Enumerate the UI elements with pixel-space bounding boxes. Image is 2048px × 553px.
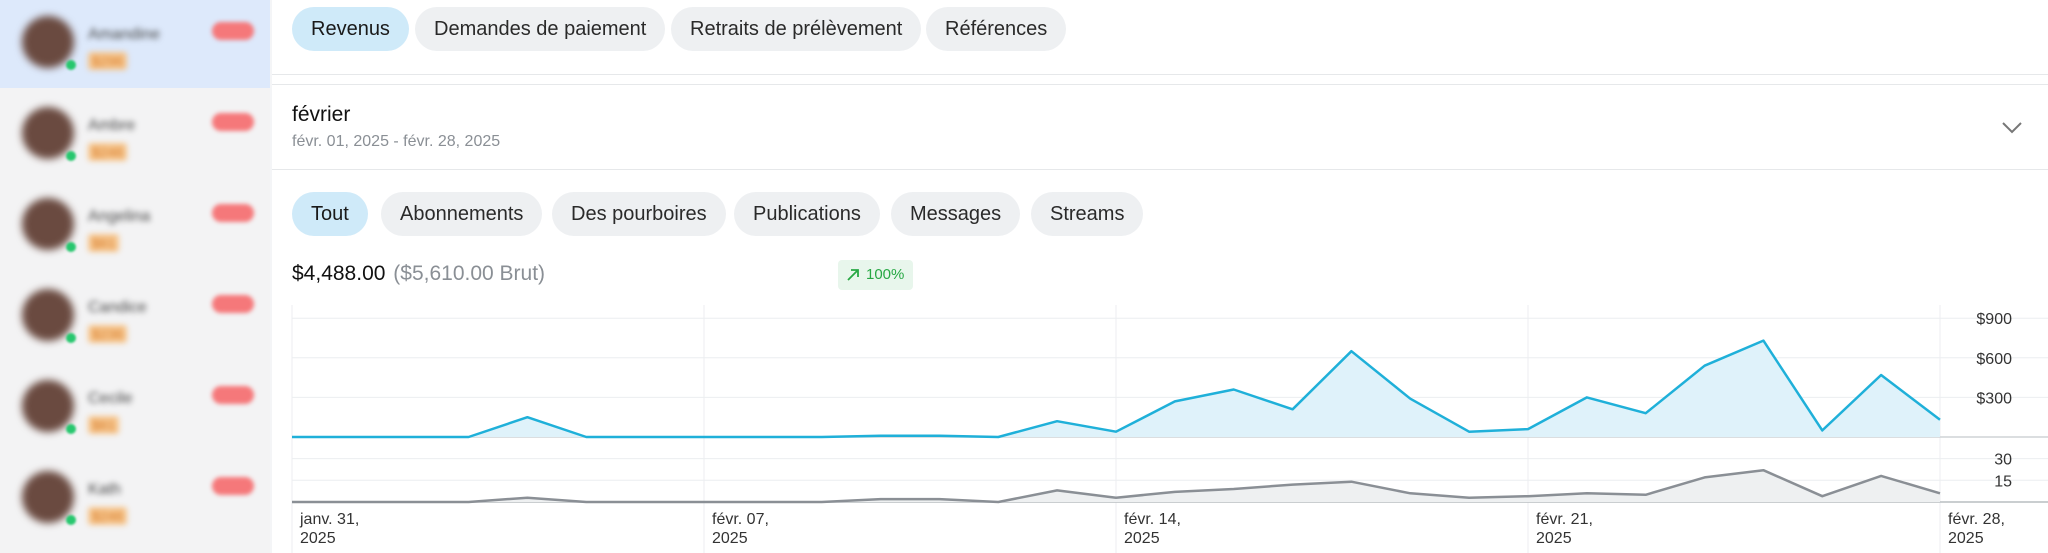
top-tabs: Revenus Demandes de paiement Retraits de…	[272, 0, 2048, 75]
online-indicator-icon	[66, 60, 76, 70]
series-line	[292, 339, 1941, 439]
chat-name: Ambre	[88, 117, 136, 134]
online-indicator-icon	[66, 242, 76, 252]
revenue-chart: $300 $600 $900 15 30 janv. 31, 2025 févr. 07, 20…	[291, 305, 2048, 553]
x-tick-label: févr. 28,	[1948, 511, 2005, 528]
unread-badge	[212, 386, 254, 404]
trend-badge: 100%	[838, 260, 914, 290]
x-tick-label: févr. 14,	[1124, 511, 1181, 528]
series-area	[292, 340, 1940, 437]
x-tick-label: févr. 21,	[1536, 511, 1593, 528]
unread-badge	[212, 204, 254, 222]
online-indicator-icon	[66, 151, 76, 161]
x-tick-label-year: 2025	[1948, 530, 1984, 547]
tab-revenus[interactable]: Revenus	[292, 7, 409, 51]
filter-publications[interactable]: Publications	[734, 192, 880, 236]
y-tick-label: 30	[1994, 452, 2012, 469]
tab-retraits-de-prelevement[interactable]: Retraits de prélèvement	[671, 7, 922, 51]
revenue-total: $4,488.00 ($5,610.00 Brut)	[292, 262, 545, 286]
chat-name: Amandine	[88, 26, 161, 43]
trend-percent: 100%	[866, 266, 905, 283]
filter-tout[interactable]: Tout	[292, 192, 368, 236]
series-line	[292, 468, 1941, 504]
chat-list-item[interactable]: Ambre $246	[0, 87, 270, 179]
unread-badge	[212, 113, 254, 131]
chat-name: Kath	[88, 481, 121, 498]
y-tick-label: $600	[1976, 351, 2012, 368]
tab-references[interactable]: Références	[926, 7, 1067, 51]
x-tick-label-year: 2025	[300, 530, 336, 547]
period-title: février	[292, 103, 351, 126]
gross-amount: ($5,610.00 Brut)	[393, 262, 546, 285]
y-tick-label: $900	[1976, 311, 2012, 328]
x-tick-label: févr. 07,	[712, 511, 769, 528]
y-tick-label: $300	[1976, 390, 2012, 407]
avatar	[22, 471, 74, 523]
y-tick-label: 15	[1994, 473, 2012, 490]
filter-des-pourboires[interactable]: Des pourboires	[552, 192, 726, 236]
avatar	[22, 16, 74, 68]
x-tick-label-year: 2025	[1124, 530, 1160, 547]
x-tick-label-year: 2025	[712, 530, 748, 547]
chat-name: Candice	[88, 299, 147, 316]
chat-list-item[interactable]: Angelina $61	[0, 178, 270, 270]
chat-name: Angelina	[88, 208, 151, 225]
avatar	[22, 198, 74, 250]
filter-abonnements[interactable]: Abonnements	[381, 192, 543, 236]
x-tick-label: janv. 31,	[299, 511, 359, 528]
x-tick-label-year: 2025	[1536, 530, 1572, 547]
unread-badge	[212, 477, 254, 495]
chat-price: $236	[88, 325, 128, 343]
online-indicator-icon	[66, 424, 76, 434]
period-selector[interactable]: février févr. 01, 2025 - févr. 28, 2025	[272, 84, 2048, 170]
period-range: févr. 01, 2025 - févr. 28, 2025	[292, 133, 501, 150]
chat-price: $61	[88, 416, 120, 434]
main-panel: Revenus Demandes de paiement Retraits de…	[272, 0, 2048, 553]
tab-demandes-de-paiement[interactable]: Demandes de paiement	[415, 7, 666, 51]
chat-price: $246	[88, 143, 128, 161]
chat-price: $246	[88, 507, 128, 525]
avatar	[22, 289, 74, 341]
unread-badge	[212, 295, 254, 313]
avatar	[22, 107, 74, 159]
filter-messages[interactable]: Messages	[891, 192, 1021, 236]
avatar	[22, 380, 74, 432]
filter-streams[interactable]: Streams	[1031, 192, 1144, 236]
chat-list-item[interactable]: Candice $236	[0, 269, 270, 361]
chat-list-sidebar: Amandine $296 Ambre $246 Angelina $61 Candice $…	[0, 0, 270, 553]
unread-badge	[212, 22, 254, 40]
chat-name: Cecile	[88, 390, 133, 407]
trend-up-arrow-icon	[847, 269, 859, 281]
chat-price: $61	[88, 234, 120, 252]
series-area	[292, 470, 1940, 502]
chat-list-item[interactable]: Cecile $61	[0, 360, 270, 452]
online-indicator-icon	[66, 515, 76, 525]
online-indicator-icon	[66, 333, 76, 343]
net-amount: $4,488.00	[292, 262, 386, 285]
chevron-down-icon[interactable]	[2000, 115, 2024, 139]
chat-list-item[interactable]: Amandine $296	[0, 0, 270, 88]
chat-price: $296	[88, 52, 128, 70]
chat-list-item[interactable]: Kath $246	[0, 451, 270, 543]
